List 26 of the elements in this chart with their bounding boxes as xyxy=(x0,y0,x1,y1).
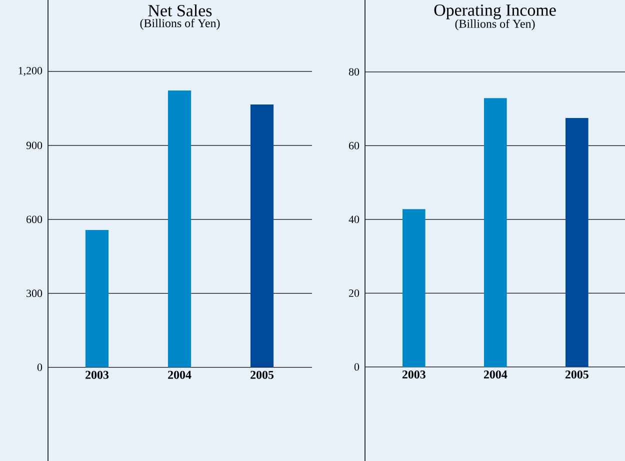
chart-title: Net Sales xyxy=(148,4,212,16)
x-tick-label: 2004 xyxy=(168,370,192,379)
bar xyxy=(566,118,588,367)
x-tick-label: 2004 xyxy=(484,370,508,379)
y-tick-label: 40 xyxy=(348,216,360,224)
y-tick-label: 60 xyxy=(349,142,360,150)
bar xyxy=(402,209,426,367)
y-tick-label: 600 xyxy=(26,216,42,224)
x-tick-label: 2003 xyxy=(86,370,109,379)
bar xyxy=(168,90,192,368)
y-tick-label: 300 xyxy=(26,290,42,298)
bar xyxy=(484,98,507,367)
bar xyxy=(85,230,109,368)
y-tick-label: 0 xyxy=(37,364,42,372)
x-tick-label: 2005 xyxy=(565,370,588,379)
y-tick-label: 0 xyxy=(354,363,360,371)
bar xyxy=(250,104,274,368)
y-tick-label: 80 xyxy=(348,68,360,76)
text: (Billions of Yen) xyxy=(140,18,220,30)
x-tick-label: 2003 xyxy=(402,370,426,379)
y-tick-label: 20 xyxy=(349,289,360,297)
text: (Billions of Yen) xyxy=(455,19,535,30)
chart-title: Operating Income xyxy=(434,4,556,20)
y-tick-label: 900 xyxy=(26,142,42,150)
y-tick-label: 1,200 xyxy=(18,66,42,76)
x-tick-label: 2005 xyxy=(250,370,274,379)
